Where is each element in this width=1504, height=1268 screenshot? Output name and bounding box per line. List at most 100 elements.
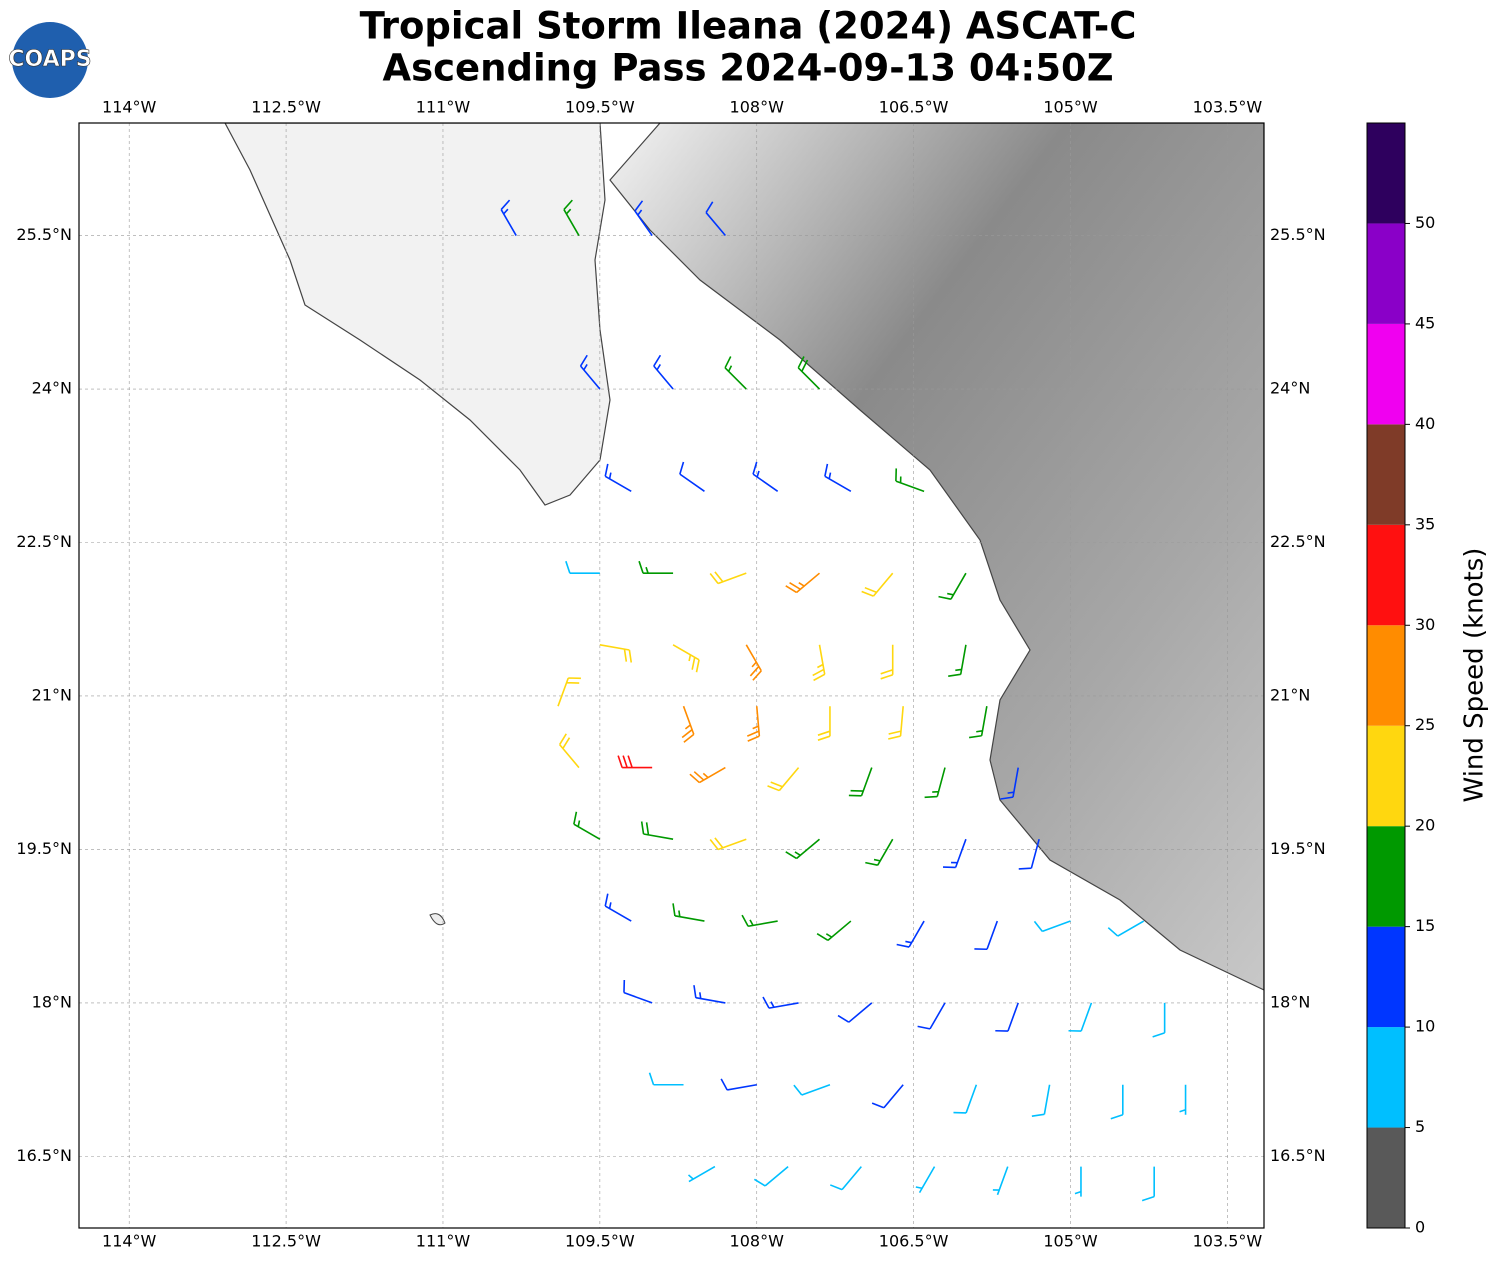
- colorbar-segment: [1367, 725, 1405, 827]
- wind-barb: [1179, 1084, 1187, 1115]
- x-tick-label: 106.5°W: [879, 1232, 949, 1251]
- colorbar-frame: [1366, 122, 1406, 1229]
- wind-barb: [693, 985, 726, 1004]
- title: Tropical Storm Ileana (2024) ASCAT-C: [360, 5, 1137, 48]
- x-tick-label: 106.5°W: [879, 98, 949, 117]
- wind-barb: [824, 463, 852, 493]
- y-tick-label: 24°N: [32, 379, 72, 398]
- wind-barb: [579, 354, 601, 390]
- wind-barb: [1074, 1166, 1082, 1197]
- wind-barb: [617, 755, 653, 769]
- y-tick-label: 18°N: [1270, 992, 1310, 1011]
- colorbar-tick-label: 45: [1415, 313, 1435, 332]
- colorbar-tick-label: 20: [1415, 816, 1435, 835]
- wind-barb: [797, 356, 821, 390]
- colorbar-tick-label: 30: [1415, 615, 1435, 634]
- colorbar-tick-label: 15: [1415, 916, 1435, 935]
- wind-barb: [865, 838, 894, 866]
- wind-barb: [817, 706, 831, 741]
- wind-barb: [558, 733, 580, 769]
- y-tick-label: 24°N: [1270, 379, 1310, 398]
- wind-barb: [679, 461, 705, 492]
- wind-barb: [1000, 767, 1019, 800]
- wind-barb: [709, 571, 747, 585]
- wind-barb: [871, 1084, 904, 1109]
- wind-barb: [915, 1166, 936, 1193]
- subtitle: Ascending Pass 2024-09-13 04:50Z: [382, 47, 1113, 90]
- wind-barb: [573, 811, 601, 840]
- wind-barb: [861, 572, 894, 597]
- colorbar-segment: [1367, 524, 1405, 626]
- wind-barb: [785, 572, 821, 594]
- wind-barb: [705, 201, 726, 237]
- wind-barb: [895, 468, 925, 493]
- colorbar-tick-label: 50: [1415, 213, 1435, 232]
- wind-barb: [816, 920, 852, 942]
- wind-barb: [720, 1078, 757, 1091]
- wind-barb: [1068, 1002, 1093, 1032]
- wind-barb: [1110, 1084, 1124, 1120]
- colorbar-tick-label: 25: [1415, 715, 1435, 734]
- wind-barb: [848, 767, 873, 797]
- colorbar-label: Wind Speed (knots): [1460, 548, 1490, 803]
- wind-barb: [785, 838, 821, 860]
- wind-barb: [837, 1002, 873, 1023]
- y-tick-label: 22.5°N: [1270, 532, 1326, 551]
- wind-barb: [942, 838, 967, 869]
- x-tick-label: 109.5°W: [565, 98, 635, 117]
- wind-barb: [563, 199, 580, 236]
- colorbar-tick-label: 5: [1415, 1117, 1425, 1136]
- plot-frame: [78, 122, 1265, 1229]
- colorbar-tick-label: 40: [1415, 414, 1435, 433]
- wind-barb: [812, 644, 826, 682]
- wind-barb: [689, 766, 726, 784]
- colorbar-segment: [1367, 1127, 1405, 1228]
- wind-barb: [746, 706, 761, 742]
- wind-barb: [741, 914, 778, 928]
- colorbar-segment: [1367, 1027, 1405, 1128]
- colorbar-segment: [1367, 926, 1405, 1028]
- island: [429, 913, 446, 926]
- wind-barb: [948, 644, 967, 677]
- x-tick-label: 109.5°W: [565, 1232, 635, 1251]
- x-tick-label: 108°W: [730, 1232, 785, 1251]
- mainland: [609, 123, 1264, 991]
- x-tick-label: 108°W: [730, 98, 785, 117]
- y-tick-label: 16.5°N: [16, 1146, 72, 1165]
- x-tick-label: 103.5°W: [1193, 1232, 1263, 1251]
- wind-barb: [753, 1165, 789, 1187]
- wind-barb: [709, 837, 747, 851]
- y-tick-label: 21°N: [32, 685, 72, 704]
- colorbar-segment: [1367, 223, 1405, 324]
- wind-barb: [880, 644, 894, 680]
- x-tick-label: 105°W: [1043, 98, 1098, 117]
- wind-barb: [640, 821, 674, 840]
- wind-barb: [1033, 920, 1071, 933]
- wind-barb: [968, 706, 988, 739]
- wind-barb: [829, 1166, 862, 1191]
- baja-land: [224, 123, 611, 506]
- wind-barb: [687, 1165, 716, 1183]
- logo-globe: [12, 22, 88, 98]
- wind-barb: [1031, 1084, 1051, 1117]
- wind-barb: [623, 979, 653, 1004]
- wind-barb: [1018, 838, 1040, 870]
- y-tick-label: 25.5°N: [16, 225, 72, 244]
- wind-barb: [745, 644, 762, 681]
- wind-barb: [995, 1002, 1019, 1032]
- y-tick-label: 22.5°N: [16, 532, 72, 551]
- wind-barb: [604, 893, 632, 922]
- wind-barb: [672, 644, 700, 673]
- wind-barb: [565, 560, 600, 574]
- wind-barb: [992, 1166, 1009, 1196]
- y-tick-label: 25.5°N: [1270, 225, 1326, 244]
- colorbar-tick-label: 35: [1415, 514, 1435, 533]
- wind-barb: [557, 677, 581, 707]
- x-tick-label: 111°W: [416, 98, 471, 117]
- wind-barb: [1152, 1002, 1166, 1038]
- wind-barb: [767, 767, 800, 792]
- colorbar-tick-label: 10: [1415, 1017, 1435, 1036]
- x-tick-label: 114°W: [102, 1232, 157, 1251]
- colorbar-segment: [1367, 625, 1405, 726]
